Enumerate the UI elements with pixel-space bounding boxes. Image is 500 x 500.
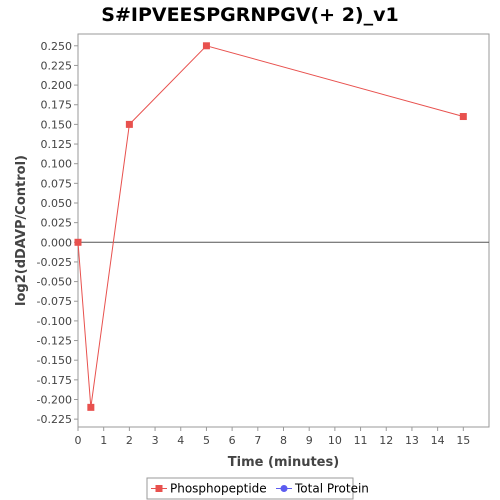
y-tick-label: 0.200 [41, 79, 73, 92]
data-point [125, 120, 133, 128]
x-tick-label: 11 [354, 434, 368, 447]
plot-frame [77, 33, 490, 428]
legend-swatch [280, 485, 288, 492]
x-axis-label: Time (minutes) [228, 455, 339, 470]
y-tick-label: 0.050 [41, 197, 73, 210]
x-tick-label: 13 [405, 434, 419, 447]
y-tick-label: 0.125 [41, 138, 73, 151]
x-tick-label: 0 [75, 434, 82, 447]
x-tick-label: 8 [280, 434, 287, 447]
x-tick-label: 12 [379, 434, 393, 447]
y-axis: 0.250 0.225 0.200 0.175 0.150 0.125 0.100 0.075… [37, 40, 78, 426]
x-tick-label: 9 [306, 434, 313, 447]
legend-box [146, 477, 354, 500]
x-tick-label: 5 [203, 434, 210, 447]
y-tick-label: 0.250 [41, 40, 73, 53]
x-tick-label: 4 [177, 434, 184, 447]
y-tick-label: -0.050 [37, 276, 72, 289]
y-tick-label: -0.175 [37, 374, 72, 387]
y-tick-label: -0.025 [37, 256, 72, 269]
x-tick-label: 10 [328, 434, 342, 447]
y-tick-label: 0.075 [41, 177, 73, 190]
y-tick-label: -0.075 [37, 295, 72, 308]
legend-label: Total Protein [294, 482, 369, 496]
series-group [74, 42, 467, 411]
chart-title: S#IPVEESPGRNPGV(+ 2)_v1 [101, 4, 399, 26]
legend-label: Phosphopeptide [170, 482, 267, 496]
data-point [459, 113, 467, 121]
y-tick-label: -0.200 [37, 393, 72, 406]
x-tick-label: 2 [126, 434, 133, 447]
plot-area [77, 33, 490, 428]
y-tick-label: -0.125 [37, 335, 72, 348]
x-tick-label: 3 [152, 434, 159, 447]
data-point [87, 403, 95, 411]
y-tick-label: -0.100 [37, 315, 72, 328]
x-tick-label: 1 [100, 434, 107, 447]
data-point [202, 42, 210, 50]
y-tick-label: 0.175 [41, 99, 73, 112]
y-tick-label: -0.225 [37, 413, 72, 426]
x-tick-label: 14 [431, 434, 445, 447]
y-tick-label: 0.000 [41, 236, 73, 249]
x-tick-label: 6 [229, 434, 236, 447]
y-tick-label: -0.150 [37, 354, 72, 367]
y-tick-label: 0.025 [41, 217, 73, 230]
x-tick-label: 15 [456, 434, 470, 447]
data-point [74, 238, 82, 246]
y-tick-label: 0.150 [41, 118, 73, 131]
y-tick-label: 0.100 [41, 158, 73, 171]
y-tick-label: 0.225 [41, 59, 73, 72]
legend: Phosphopeptide Total Protein [146, 477, 369, 500]
legend-swatch [155, 485, 163, 492]
y-axis-label: log2(dDAVP/Control) [14, 155, 29, 306]
x-axis: 0 1 2 3 4 5 6 7 8 9 10 11 12 13 14 15 [75, 427, 470, 447]
x-tick-label: 7 [254, 434, 261, 447]
